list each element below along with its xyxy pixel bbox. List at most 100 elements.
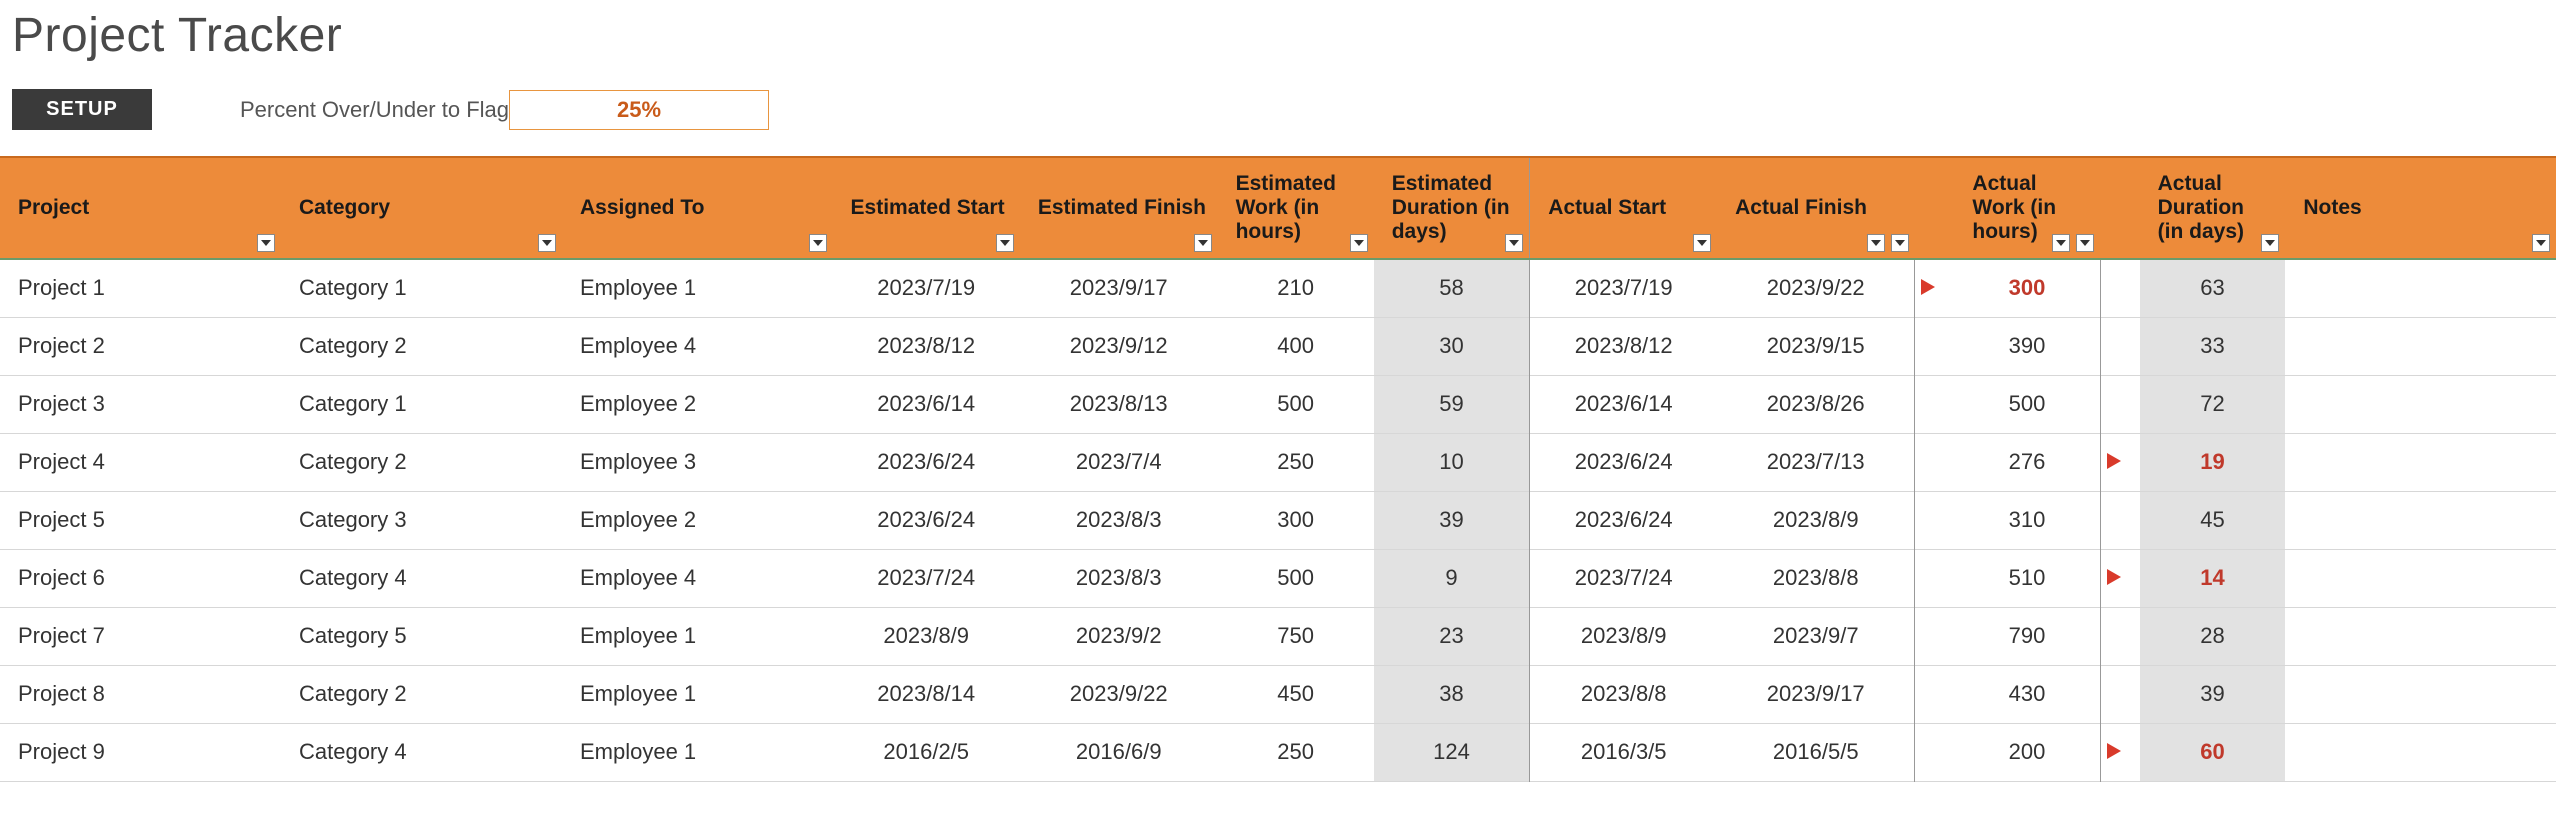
col-actstart: Actual Start bbox=[1530, 157, 1717, 259]
cell-notes bbox=[2285, 259, 2556, 317]
cell-flag-dur bbox=[2100, 375, 2140, 433]
filter-icon[interactable] bbox=[2532, 234, 2550, 252]
cell-notes bbox=[2285, 549, 2556, 607]
cell-actfinish: 2023/8/9 bbox=[1717, 491, 1915, 549]
cell-assigned: Employee 1 bbox=[562, 607, 833, 665]
cell-estdur: 59 bbox=[1374, 375, 1530, 433]
filter-icon[interactable] bbox=[809, 234, 827, 252]
filter-icon[interactable] bbox=[1867, 234, 1885, 252]
col-flag-work bbox=[1915, 157, 1955, 259]
cell-category: Category 1 bbox=[281, 375, 562, 433]
table-row[interactable]: Project 4Category 2Employee 32023/6/2420… bbox=[0, 433, 2556, 491]
cell-actfinish: 2023/9/17 bbox=[1717, 665, 1915, 723]
col-actdur: Actual Duration (in days) bbox=[2140, 157, 2286, 259]
cell-actdur: 33 bbox=[2140, 317, 2286, 375]
cell-actfinish: 2023/9/15 bbox=[1717, 317, 1915, 375]
cell-assigned: Employee 2 bbox=[562, 491, 833, 549]
table-row[interactable]: Project 6Category 4Employee 42023/7/2420… bbox=[0, 549, 2556, 607]
cell-eststart: 2023/7/19 bbox=[833, 259, 1020, 317]
cell-category: Category 5 bbox=[281, 607, 562, 665]
filter-icon[interactable] bbox=[1505, 234, 1523, 252]
cell-assigned: Employee 4 bbox=[562, 549, 833, 607]
cell-assigned: Employee 1 bbox=[562, 259, 833, 317]
table-body: Project 1Category 1Employee 12023/7/1920… bbox=[0, 259, 2556, 781]
cell-category: Category 1 bbox=[281, 259, 562, 317]
filter-icon[interactable] bbox=[1194, 234, 1212, 252]
cell-flag-dur bbox=[2100, 317, 2140, 375]
cell-eststart: 2023/8/14 bbox=[833, 665, 1020, 723]
cell-flag-work bbox=[1915, 549, 1955, 607]
cell-actdur: 14 bbox=[2140, 549, 2286, 607]
cell-actdur: 45 bbox=[2140, 491, 2286, 549]
cell-project: Project 7 bbox=[0, 607, 281, 665]
col-label: Estimated Work (in hours) bbox=[1236, 172, 1336, 243]
col-label: Project bbox=[18, 196, 89, 219]
cell-actwork: 500 bbox=[1954, 375, 2100, 433]
filter-icon[interactable] bbox=[1891, 234, 1909, 252]
cell-actfinish: 2023/9/7 bbox=[1717, 607, 1915, 665]
table-row[interactable]: Project 8Category 2Employee 12023/8/1420… bbox=[0, 665, 2556, 723]
cell-actwork: 276 bbox=[1954, 433, 2100, 491]
cell-flag-dur bbox=[2100, 723, 2140, 781]
filter-icon[interactable] bbox=[2261, 234, 2279, 252]
cell-category: Category 2 bbox=[281, 665, 562, 723]
col-label: Estimated Duration (in days) bbox=[1392, 172, 1510, 243]
cell-estfinish: 2023/9/12 bbox=[1020, 317, 1218, 375]
cell-estdur: 23 bbox=[1374, 607, 1530, 665]
filter-icon[interactable] bbox=[996, 234, 1014, 252]
filter-icon[interactable] bbox=[1350, 234, 1368, 252]
col-label: Actual Start bbox=[1548, 196, 1666, 219]
table-row[interactable]: Project 5Category 3Employee 22023/6/2420… bbox=[0, 491, 2556, 549]
flag-threshold-input[interactable] bbox=[510, 97, 768, 123]
cell-estdur: 124 bbox=[1374, 723, 1530, 781]
cell-estwork: 250 bbox=[1218, 723, 1374, 781]
filter-icon[interactable] bbox=[257, 234, 275, 252]
cell-flag-dur bbox=[2100, 491, 2140, 549]
cell-actstart: 2023/6/14 bbox=[1530, 375, 1717, 433]
filter-icon[interactable] bbox=[1693, 234, 1711, 252]
cell-category: Category 2 bbox=[281, 317, 562, 375]
cell-actfinish: 2023/7/13 bbox=[1717, 433, 1915, 491]
filter-icon[interactable] bbox=[538, 234, 556, 252]
table-row[interactable]: Project 1Category 1Employee 12023/7/1920… bbox=[0, 259, 2556, 317]
cell-actstart: 2023/7/24 bbox=[1530, 549, 1717, 607]
col-label: Actual Finish bbox=[1735, 196, 1867, 219]
filter-icon[interactable] bbox=[2076, 234, 2094, 252]
col-assigned: Assigned To bbox=[562, 157, 833, 259]
cell-estdur: 39 bbox=[1374, 491, 1530, 549]
cell-flag-work bbox=[1915, 433, 1955, 491]
cell-actdur: 63 bbox=[2140, 259, 2286, 317]
cell-category: Category 2 bbox=[281, 433, 562, 491]
cell-project: Project 5 bbox=[0, 491, 281, 549]
cell-estwork: 300 bbox=[1218, 491, 1374, 549]
table-row[interactable]: Project 3Category 1Employee 22023/6/1420… bbox=[0, 375, 2556, 433]
cell-actwork: 200 bbox=[1954, 723, 2100, 781]
cell-actwork: 790 bbox=[1954, 607, 2100, 665]
cell-category: Category 3 bbox=[281, 491, 562, 549]
cell-notes bbox=[2285, 317, 2556, 375]
cell-flag-work bbox=[1915, 607, 1955, 665]
flag-threshold-label: Percent Over/Under to Flag bbox=[240, 97, 509, 123]
cell-notes bbox=[2285, 665, 2556, 723]
cell-notes bbox=[2285, 433, 2556, 491]
cell-actwork: 390 bbox=[1954, 317, 2100, 375]
cell-project: Project 2 bbox=[0, 317, 281, 375]
cell-estfinish: 2023/8/3 bbox=[1020, 549, 1218, 607]
col-actwork: Actual Work (in hours) bbox=[1954, 157, 2100, 259]
cell-estwork: 750 bbox=[1218, 607, 1374, 665]
cell-actwork: 510 bbox=[1954, 549, 2100, 607]
cell-flag-work bbox=[1915, 375, 1955, 433]
table-row[interactable]: Project 2Category 2Employee 42023/8/1220… bbox=[0, 317, 2556, 375]
cell-flag-work bbox=[1915, 317, 1955, 375]
table-row[interactable]: Project 9Category 4Employee 12016/2/5201… bbox=[0, 723, 2556, 781]
cell-estfinish: 2023/7/4 bbox=[1020, 433, 1218, 491]
col-label: Estimated Finish bbox=[1038, 196, 1206, 219]
filter-icon[interactable] bbox=[2052, 234, 2070, 252]
setup-button[interactable]: SETUP bbox=[12, 89, 152, 130]
flag-icon bbox=[1921, 279, 1935, 295]
cell-estwork: 210 bbox=[1218, 259, 1374, 317]
cell-actdur: 39 bbox=[2140, 665, 2286, 723]
cell-actstart: 2023/6/24 bbox=[1530, 433, 1717, 491]
table-row[interactable]: Project 7Category 5Employee 12023/8/9202… bbox=[0, 607, 2556, 665]
cell-project: Project 1 bbox=[0, 259, 281, 317]
